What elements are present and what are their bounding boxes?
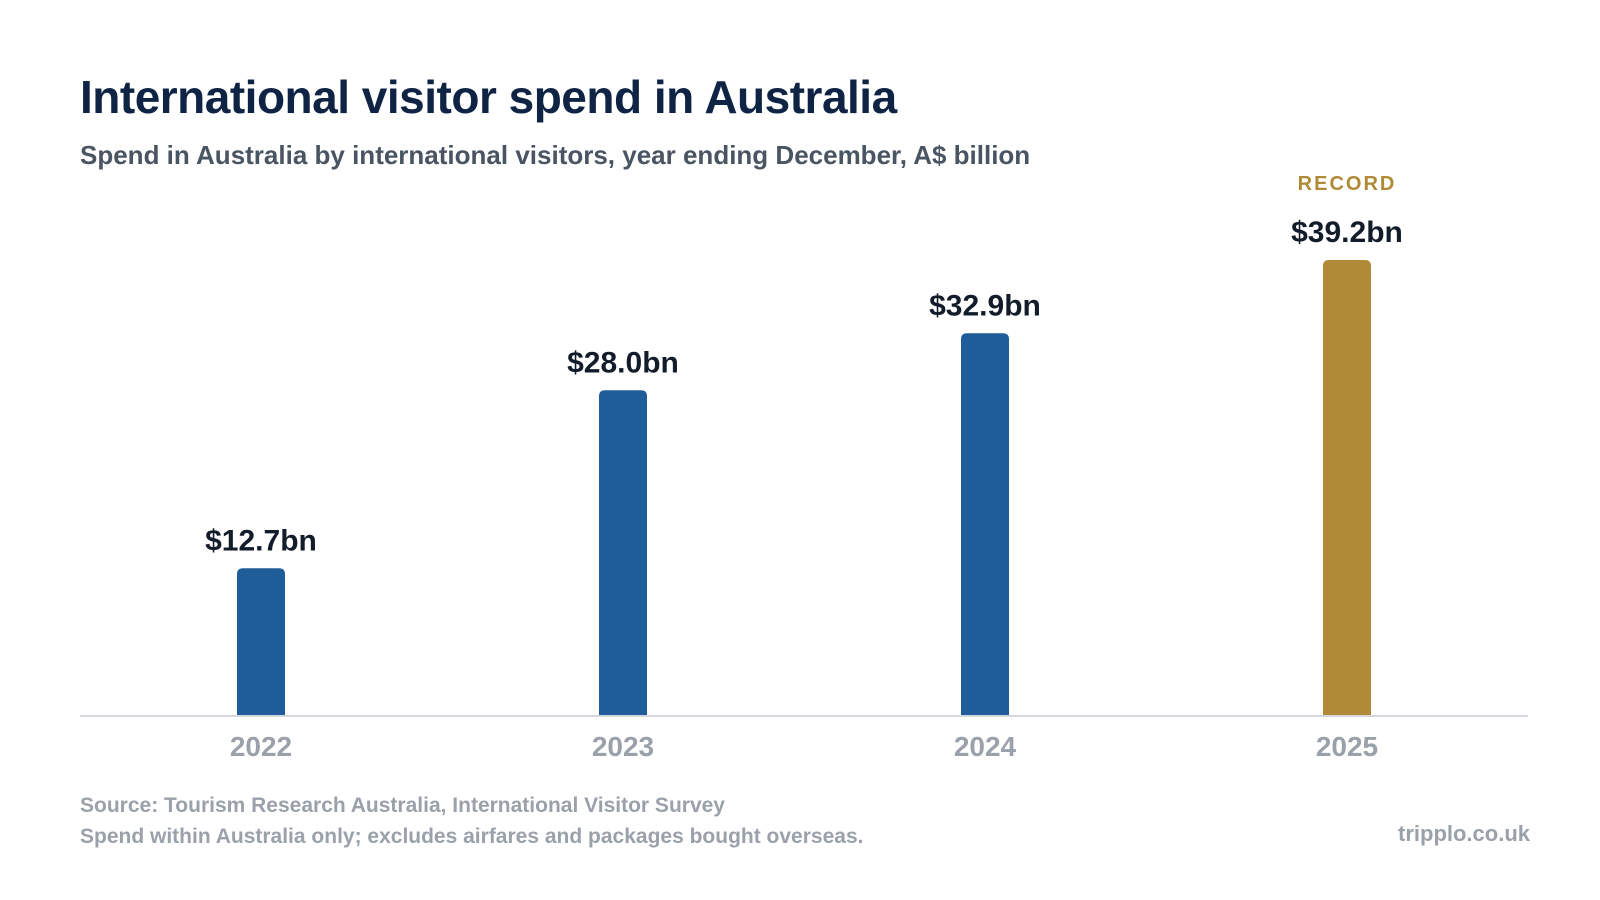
x-tick-label-2025: 2025 bbox=[1316, 731, 1378, 762]
bar-2025 bbox=[1323, 260, 1371, 716]
data-label-2023: $28.0bn bbox=[567, 346, 679, 379]
source-note: Source: Tourism Research Australia, Inte… bbox=[80, 794, 725, 817]
chart-title: International visitor spend in Australia bbox=[80, 71, 897, 123]
scope-note: Spend within Australia only; excludes ai… bbox=[80, 825, 864, 848]
data-label-2024: $32.9bn bbox=[929, 289, 1041, 322]
brand-link[interactable]: tripplo.co.uk bbox=[1398, 821, 1530, 846]
data-label-2025: $39.2bn bbox=[1291, 216, 1403, 249]
footer-notes: Source: Tourism Research Australia, Inte… bbox=[80, 790, 863, 852]
data-label-2022: $12.7bn bbox=[205, 524, 317, 557]
bars-group: $12.7bn 2022 $28.0bn 2023 $32.9bn 2024 $39.2bn… bbox=[205, 173, 1403, 762]
x-tick-label-2023: 2023 bbox=[592, 731, 654, 762]
bar-2023 bbox=[599, 390, 647, 716]
x-tick-label-2022: 2022 bbox=[230, 731, 292, 762]
record-annotation: RECORD bbox=[1298, 173, 1397, 195]
bar-2024 bbox=[961, 333, 1009, 716]
chart-subtitle: Spend in Australia by international visi… bbox=[80, 140, 1031, 170]
x-tick-label-2024: 2024 bbox=[954, 731, 1017, 762]
bar-2022 bbox=[237, 568, 285, 716]
